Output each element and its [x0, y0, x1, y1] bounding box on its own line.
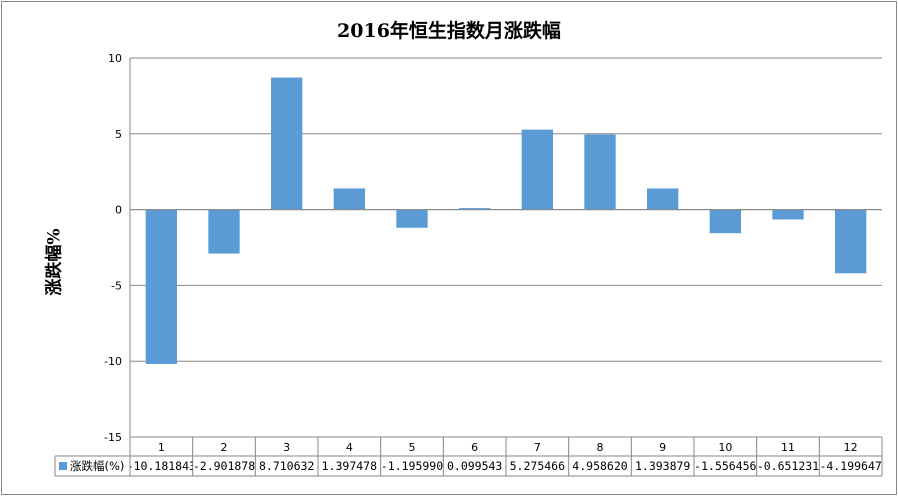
bar [584, 134, 616, 210]
data-table-value: -1.556456 [694, 459, 756, 473]
y-tick-label: -15 [104, 431, 122, 444]
x-tick-label: 11 [781, 441, 795, 454]
x-tick-label: 1 [158, 441, 165, 454]
data-table-value: 8.710632 [259, 459, 314, 473]
y-tick-label: 0 [115, 204, 122, 217]
x-tick-label: 3 [283, 441, 290, 454]
y-tick-label: -5 [111, 279, 122, 292]
bar [709, 209, 741, 234]
chart-title: 2016年恒生指数月涨跌幅 [337, 20, 561, 42]
bar [459, 208, 491, 210]
x-tick-label: 7 [534, 441, 541, 454]
bar [647, 188, 679, 210]
x-tick-label: 5 [409, 441, 416, 454]
data-table-value: 4.958620 [572, 459, 627, 473]
x-tick-label: 12 [844, 441, 858, 454]
data-table-value: 5.275466 [510, 459, 565, 473]
data-table-value: -10.181843 [127, 459, 196, 473]
bar [396, 209, 428, 228]
bar [271, 77, 303, 210]
bar [835, 209, 867, 274]
data-table-value: 1.397478 [322, 459, 377, 473]
bar [772, 209, 804, 220]
y-tick-label: 5 [115, 128, 122, 141]
bar [145, 209, 177, 364]
x-tick-label: 10 [718, 441, 732, 454]
bar [208, 209, 240, 254]
data-table-value: -0.651231 [757, 459, 819, 473]
bar [521, 129, 553, 210]
x-tick-label: 8 [597, 441, 604, 454]
legend-key [59, 462, 67, 470]
x-tick-label: 6 [471, 441, 478, 454]
data-table-value: -4.199647 [820, 459, 882, 473]
legend-label: 涨跌幅(%) [70, 459, 124, 473]
x-tick-label: 2 [221, 441, 228, 454]
x-tick-label: 4 [346, 441, 353, 454]
data-table-value: 1.393879 [635, 459, 690, 473]
data-table-value: 0.099543 [447, 459, 502, 473]
bar [333, 188, 365, 210]
data-table-value: -2.901878 [193, 459, 255, 473]
data-table-value: -1.195990 [381, 459, 443, 473]
y-tick-label: 10 [108, 52, 122, 65]
y-tick-label: -10 [104, 355, 122, 368]
x-tick-label: 9 [659, 441, 666, 454]
